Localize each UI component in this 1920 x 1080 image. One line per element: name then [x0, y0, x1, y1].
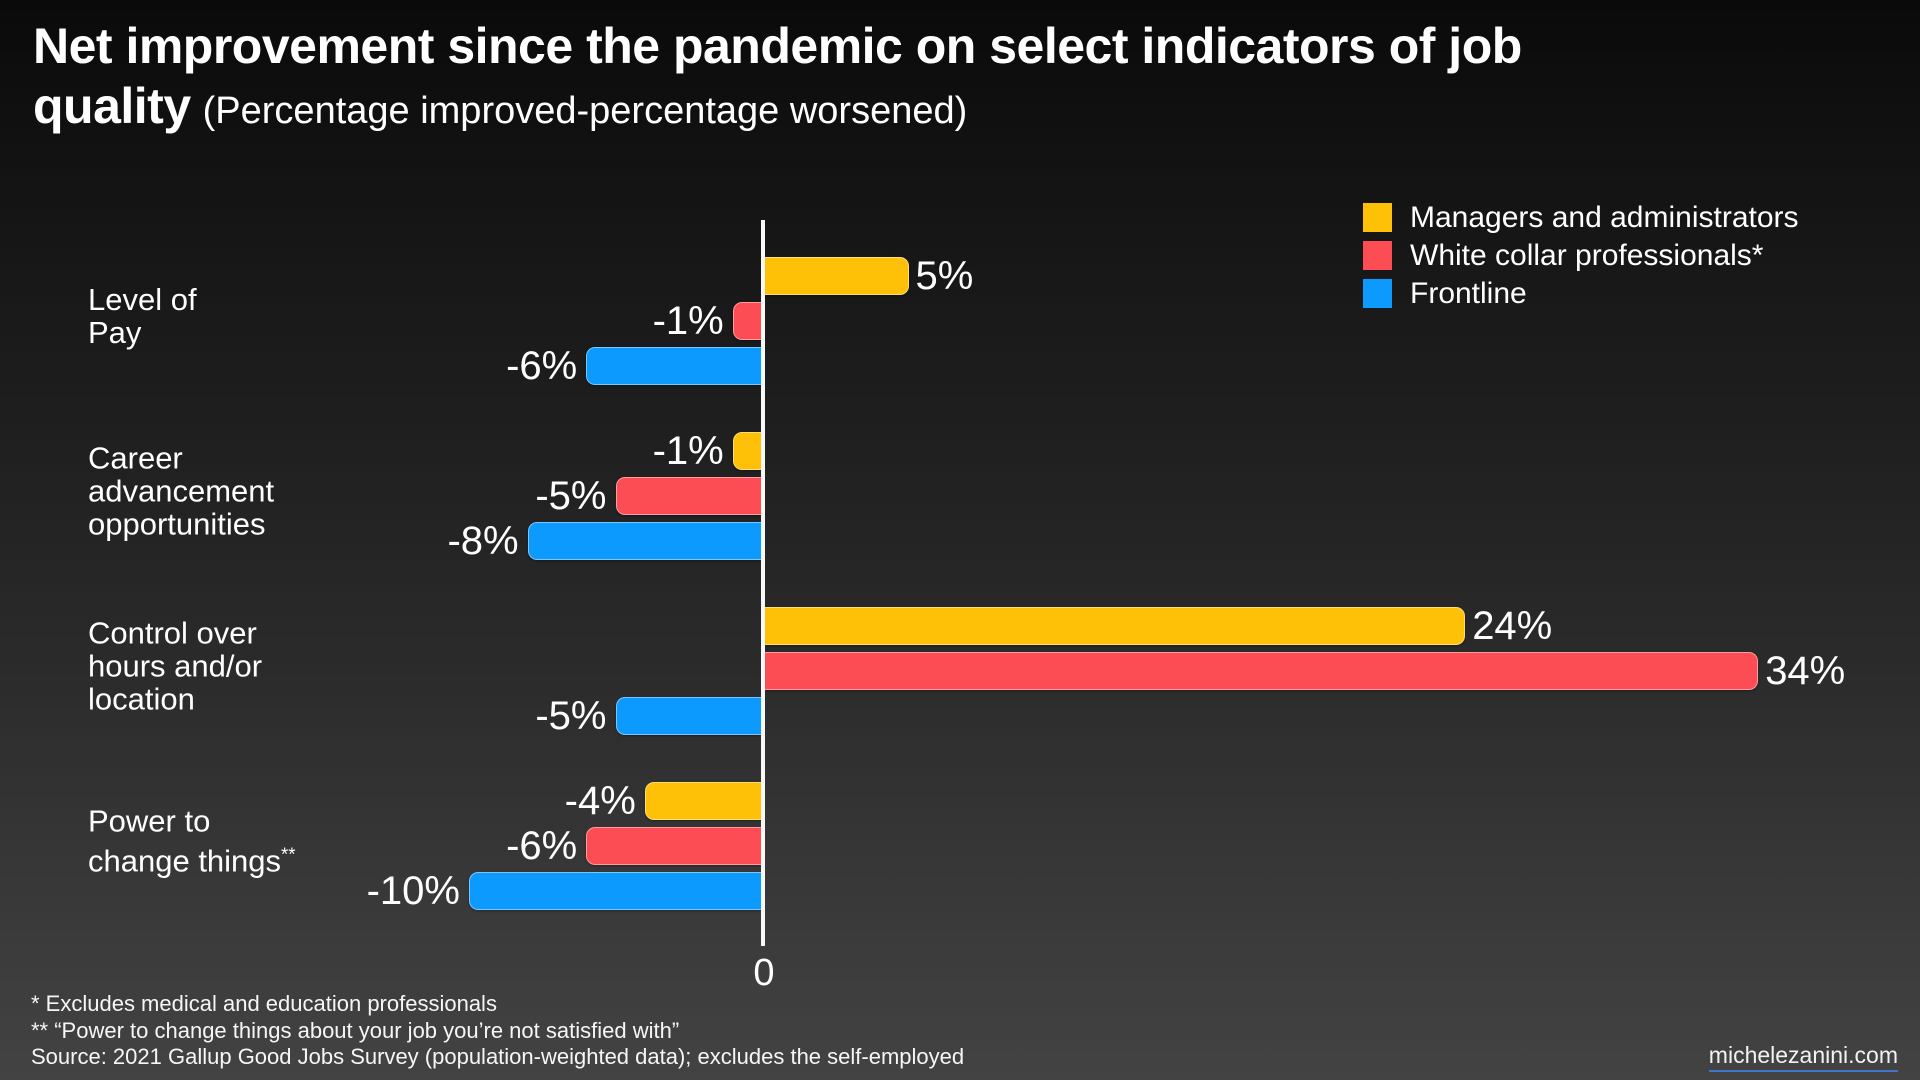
value-label: -8%: [447, 519, 519, 563]
footnote-2: ** “Power to change things about your jo…: [31, 1017, 680, 1043]
value-label: 24%: [1472, 604, 1553, 648]
bar: [615, 477, 762, 515]
legend-swatch: [1363, 203, 1392, 232]
value-label: -1%: [652, 299, 724, 343]
value-label: -10%: [366, 869, 460, 913]
value-label: 34%: [1765, 649, 1846, 693]
bar: [732, 432, 762, 470]
bar: [586, 347, 762, 385]
bar: [762, 257, 909, 295]
value-label: -6%: [506, 824, 578, 868]
title-line-2-bold: quality: [33, 78, 191, 134]
chart-subtitle: (Percentage improved-percentage worsened…: [202, 90, 968, 132]
legend-item-1: Managers and administrators: [1363, 201, 1799, 234]
bar: [527, 522, 762, 560]
footnote-marker: **: [281, 843, 296, 865]
category-label: Control over hours and/or location: [88, 615, 263, 717]
category-label: Level of Pay: [88, 282, 197, 350]
website-link[interactable]: michelezanini.com: [1708, 1042, 1898, 1072]
zero-axis-label: 0: [753, 952, 775, 994]
legend-label: Managers and administrators: [1410, 201, 1799, 234]
value-label: -6%: [506, 344, 578, 388]
bar: [732, 302, 762, 340]
legend-item-3: Frontline: [1363, 277, 1799, 310]
page-title: Net improvement since the pandemic on se…: [33, 16, 1522, 141]
legend-swatch: [1363, 241, 1392, 270]
legend-item-2: White collar professionals*: [1363, 239, 1799, 272]
title-line-1: Net improvement since the pandemic on se…: [33, 18, 1522, 74]
bar: [586, 827, 762, 865]
category-label: Power to change things**: [88, 803, 296, 879]
bar: [762, 652, 1759, 690]
value-label: -4%: [564, 779, 636, 823]
footnotes: * Excludes medical and education profess…: [31, 991, 964, 1071]
footnote-1: * Excludes medical and education profess…: [31, 991, 497, 1016]
legend: Managers and administrators White collar …: [1363, 203, 1799, 317]
bar: [615, 697, 762, 735]
title-line-2: quality (Percentage improved-percentage w…: [33, 76, 1522, 141]
value-label: -5%: [535, 474, 607, 518]
zero-axis-line: [761, 220, 765, 946]
legend-swatch: [1363, 279, 1392, 308]
legend-label: Frontline: [1410, 277, 1527, 310]
legend-label: White collar professionals*: [1410, 239, 1764, 272]
category-label: Career advancement opportunities: [88, 440, 275, 542]
value-label: 5%: [915, 254, 974, 298]
value-label: -1%: [652, 429, 724, 473]
bar: [762, 607, 1466, 645]
bar: [469, 872, 762, 910]
bar: [644, 782, 762, 820]
footnote-3: Source: 2021 Gallup Good Jobs Survey (po…: [31, 1044, 965, 1069]
value-label: -5%: [535, 694, 607, 738]
